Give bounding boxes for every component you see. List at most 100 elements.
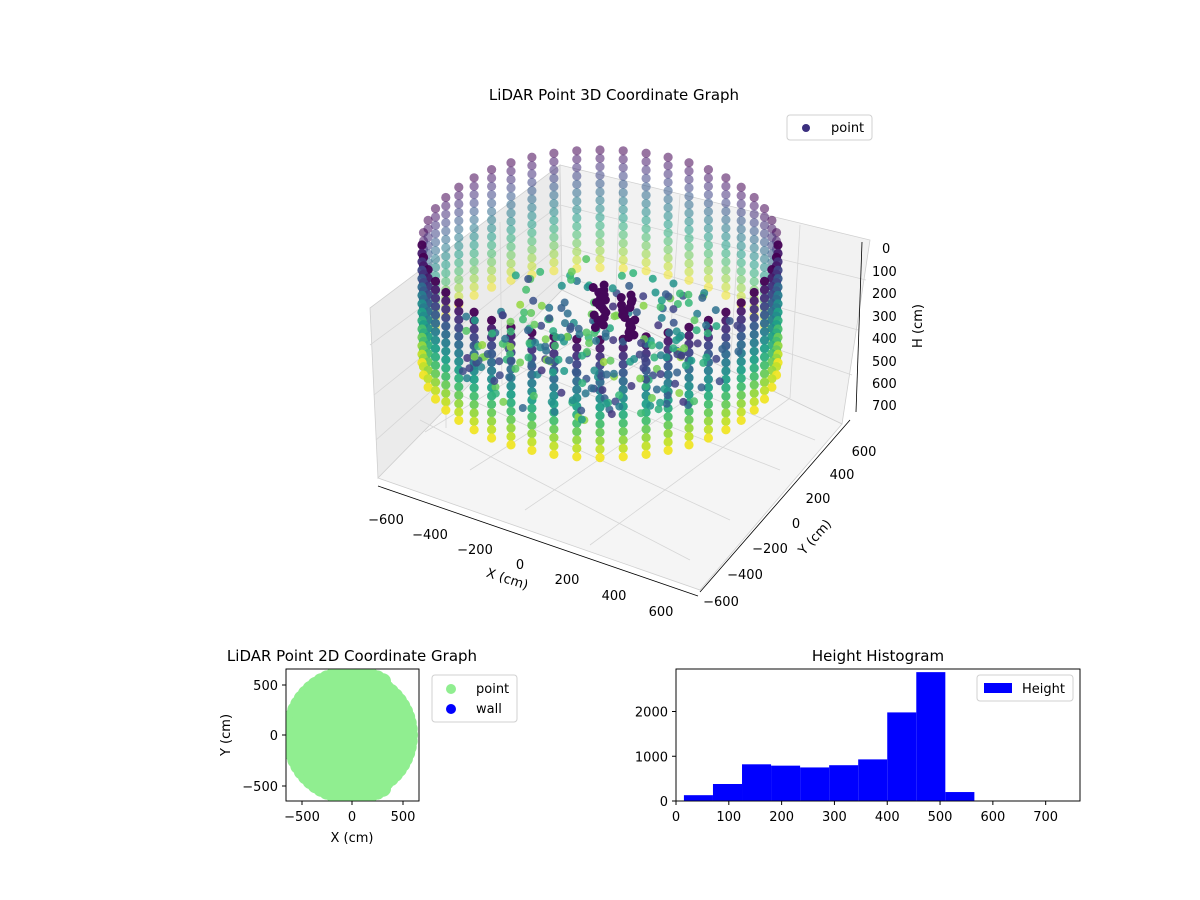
plot3d-point (572, 213, 582, 223)
plot3d-y-tick: −400 (727, 568, 763, 583)
plot3d-point (684, 406, 694, 416)
plot3d-point (536, 267, 545, 276)
plot3d-point (527, 403, 537, 413)
plot3d-point (721, 215, 731, 225)
plot3d-point (703, 391, 714, 401)
plot3d-point (549, 327, 558, 336)
plot3d-point (618, 427, 628, 437)
plot3d-point (549, 349, 559, 359)
histogram-bar (800, 767, 830, 801)
plot3d-point (749, 363, 759, 373)
plot3d-point (454, 415, 464, 425)
plot3d-point (487, 249, 497, 259)
plot3d-x-tick: 400 (602, 589, 627, 604)
plot3d-point (759, 344, 770, 354)
plot3d-point (527, 169, 537, 179)
plot3d-point (618, 343, 628, 353)
plot3d-point (595, 212, 605, 222)
plot3d-point (487, 416, 497, 426)
plot3d-point (595, 343, 605, 353)
plot3d-point (595, 145, 605, 155)
plot3d-point (522, 285, 531, 294)
plot3d-point (736, 331, 746, 341)
plot3d-point (759, 386, 770, 396)
plot3d-point (759, 335, 770, 345)
plot3d-point (551, 341, 559, 350)
plot3d-point (549, 449, 559, 459)
plot3d-point (441, 243, 451, 253)
plot3d-point (663, 236, 673, 246)
plot3d-point (487, 433, 497, 443)
plot3d-point (549, 190, 559, 200)
plot3d-y-tick: 600 (852, 445, 877, 460)
plot3d-point (711, 306, 720, 315)
plot3d-point (595, 187, 605, 197)
plot3d-point (684, 183, 694, 193)
plot3d-point (454, 191, 464, 201)
histogram-bar (858, 759, 888, 801)
plot3d-point (749, 226, 759, 236)
plot3d-point (749, 260, 759, 270)
plot3d-point (672, 336, 681, 345)
plot3d-point (703, 265, 714, 275)
plot3d-point (681, 361, 690, 370)
plot3d-point (487, 223, 497, 233)
plot3d-point (759, 327, 770, 337)
plot3d-point (506, 242, 516, 252)
plot3d-point (527, 186, 537, 196)
plot3d-point (759, 310, 770, 320)
histogram-legend-label: Height (1022, 682, 1065, 697)
plot3d-point (441, 338, 451, 348)
plot3d-point (469, 383, 479, 393)
plot3d-point (618, 171, 628, 181)
plot3d-point (684, 216, 694, 227)
plot3d-point (618, 196, 628, 206)
plot3d-point (625, 303, 635, 312)
plot3d-point (618, 255, 628, 265)
plot3d-point (595, 419, 605, 429)
plot3d-point (487, 215, 497, 225)
plot3d-point (595, 170, 605, 180)
plot3d-point (759, 262, 770, 272)
plot3d-point (684, 431, 694, 442)
plot3d-point (641, 416, 651, 426)
plot3d-point (572, 452, 582, 462)
histogram-bar (683, 795, 713, 801)
plot3d-point (657, 296, 666, 305)
plot3d-point (490, 377, 499, 385)
plot3d-point (624, 333, 634, 342)
plot3d-point (463, 354, 472, 362)
histogram-x-tick: 500 (928, 810, 953, 825)
plot3d-point (684, 267, 694, 277)
plot3d-point (663, 445, 673, 455)
plot3d-point (506, 381, 516, 391)
plot3d-point (487, 357, 497, 367)
plot3d-point (608, 284, 617, 293)
plot3d-point (618, 263, 628, 273)
plot3d-point (454, 249, 464, 259)
plot3d-point (454, 224, 464, 234)
plot3d-point (600, 295, 610, 305)
plot3d-point (703, 240, 714, 250)
plot3d-point (511, 364, 520, 373)
plot3d-point (561, 319, 569, 328)
plot3d-point (660, 385, 669, 393)
plot3d-point (488, 329, 496, 338)
plot3d-point (430, 246, 441, 256)
plot3d-point (749, 296, 759, 306)
plot3d-point (441, 251, 451, 261)
plot3d-point (463, 374, 471, 383)
plot3d-gridline (789, 224, 801, 399)
plot3d-point (487, 198, 497, 208)
plot3d-point (652, 385, 661, 394)
plot3d-point (641, 199, 651, 209)
plot3d-point (572, 205, 582, 215)
plot3d-point (637, 409, 645, 418)
plot3d-point (549, 374, 559, 384)
plot3d-point (684, 423, 694, 433)
plot2d-x-axis-label: X (cm) (331, 831, 374, 846)
plot3d-point (554, 355, 563, 364)
plot3d-point (759, 318, 770, 328)
plot3d-point (487, 190, 497, 200)
plot3d-point (703, 433, 714, 443)
